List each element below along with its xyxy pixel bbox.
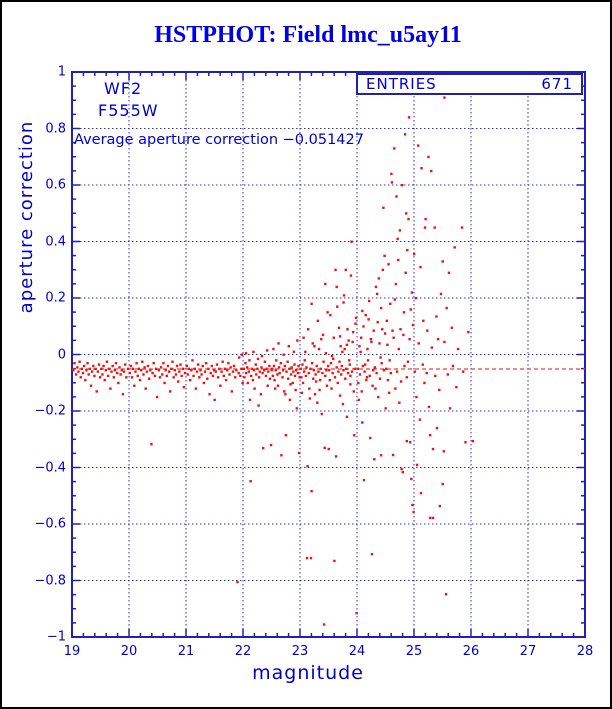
y-tick-label: −0.8 [34, 573, 66, 588]
x-tick-label: 28 [576, 644, 594, 659]
entries-label: ENTRIES [366, 75, 437, 93]
x-tick-label: 23 [291, 644, 309, 659]
x-tick-label: 26 [462, 644, 480, 659]
y-tick-label: 0.6 [45, 177, 66, 193]
y-tick-label: −0.4 [34, 460, 66, 475]
y-tick-label: 0.4 [45, 234, 66, 249]
x-tick-label: 21 [177, 644, 195, 659]
y-tick-label: −0.2 [34, 403, 66, 419]
y-tick-label: 0.2 [45, 290, 66, 306]
filter-label: F555W [98, 101, 159, 120]
y-tick-label: −1 [46, 629, 66, 645]
x-tick-label: 25 [405, 644, 423, 659]
y-tick-label: 0.8 [45, 121, 66, 136]
entries-value: 671 [541, 75, 573, 93]
page-title: HSTPHOT: Field lmc_u5ay11 [154, 22, 462, 48]
x-axis-title: magnitude [252, 662, 364, 684]
x-tick-label: 24 [348, 644, 366, 659]
detector-label: WF2 [104, 79, 143, 98]
y-tick-label: −0.6 [34, 516, 66, 532]
x-tick-label: 19 [63, 644, 81, 659]
x-tick-label: 22 [234, 644, 252, 659]
x-tick-label: 27 [519, 644, 537, 659]
entries-stats-box: ENTRIES 671 [356, 73, 583, 95]
y-tick-label: 1 [57, 64, 66, 80]
average-correction-annotation: Average aperture correction −0.051427 [74, 132, 364, 148]
y-axis-title: aperture correction [16, 120, 37, 314]
y-tick-label: 0 [57, 347, 66, 362]
x-tick-label: 20 [120, 644, 138, 659]
